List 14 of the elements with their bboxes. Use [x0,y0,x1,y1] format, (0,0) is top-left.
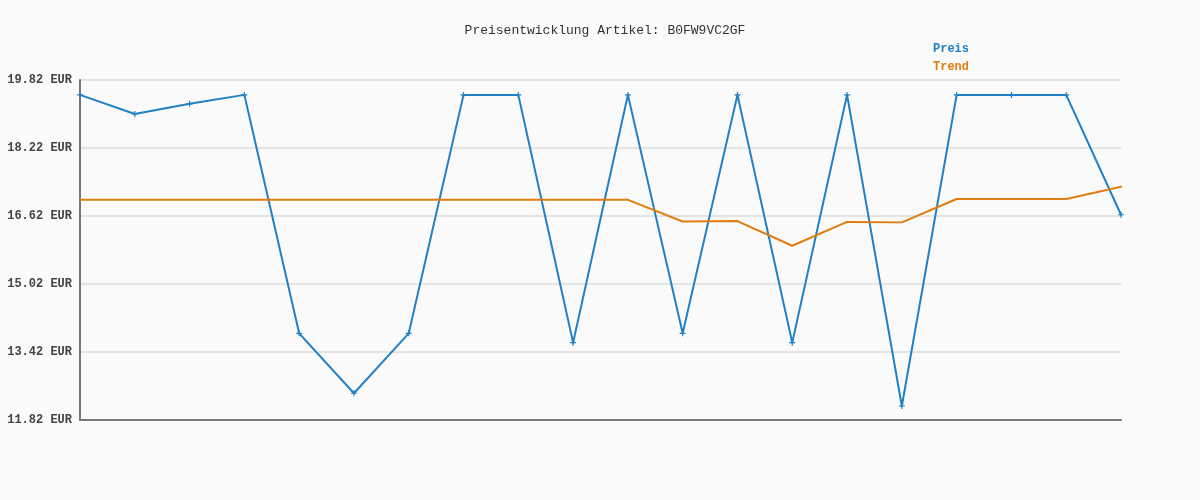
y-tick-label: 18.22 EUR [7,141,73,155]
y-tick-label: 15.02 EUR [7,277,73,291]
point [1118,211,1124,218]
y-tick-label: 11.82 EUR [7,413,73,427]
chart-title: Preisentwicklung Artikel: B0FW9VC2GF [464,23,746,38]
point [77,91,83,98]
point [131,111,138,117]
y-tick-label: 13.42 EUR [7,345,73,359]
text: Trend [932,60,970,74]
y-tick-label: 19.82 EUR [7,73,73,87]
point [350,390,357,397]
y-tick-label: 16.62 EUR [7,209,73,223]
line-series [79,185,1122,247]
text: Preis [932,42,970,56]
